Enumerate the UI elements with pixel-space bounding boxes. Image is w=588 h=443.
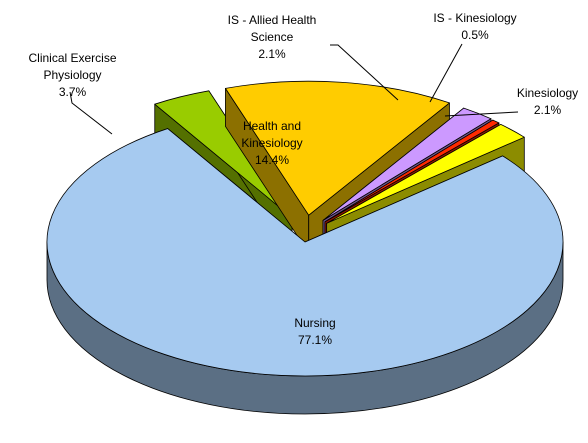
slice: [46, 128, 564, 377]
category-label: Nursing: [294, 316, 336, 330]
category-label: IS - Allied Health Science: [227, 13, 317, 44]
slice: [322, 107, 492, 221]
category-label: Health and Kinesiology: [241, 119, 303, 150]
slice-label: Health and Kinesiology 14.4%: [222, 118, 322, 169]
slice-label: IS - Allied Health Science 2.1%: [212, 12, 332, 63]
slice: [326, 124, 525, 224]
leader-line: [444, 111, 519, 117]
leader-line: [69, 91, 113, 135]
slice: [154, 90, 293, 219]
value-label: 2.1%: [533, 103, 562, 117]
category-label: Clinical Exercise Physiology: [28, 51, 117, 82]
leader-line: [330, 44, 399, 101]
slice: [324, 119, 500, 223]
category-label: Kinesiology: [516, 86, 579, 100]
value-label: 77.1%: [297, 333, 333, 347]
value-label: 0.5%: [461, 28, 489, 42]
slice-label: Kinesiology 2.1%: [505, 85, 588, 119]
slice-label: IS - Kinesiology 0.5%: [415, 10, 535, 44]
value-label: 3.7%: [58, 85, 87, 99]
slice: [225, 80, 450, 216]
leader-line: [429, 43, 463, 103]
slice-label: Clinical Exercise Physiology 3.7%: [10, 50, 135, 101]
category-label: IS - Kinesiology: [433, 11, 517, 25]
slice-label: Nursing 77.1%: [255, 315, 375, 349]
value-label: 2.1%: [258, 47, 286, 61]
value-label: 14.4%: [254, 153, 290, 167]
